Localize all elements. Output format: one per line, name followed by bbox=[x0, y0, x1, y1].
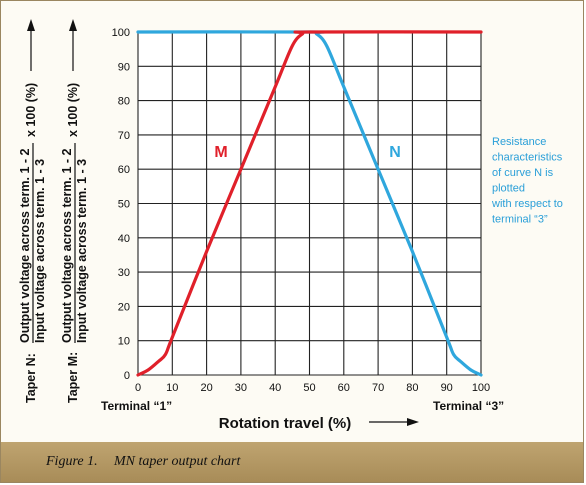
mn-taper-chart: 0 10 20 30 40 50 60 70 80 90 100 0 10 20 30 40 50 60 70 80 9… bbox=[18, 19, 563, 432]
annotation-line: Resistance bbox=[492, 136, 546, 148]
y-label-arrow-head-n bbox=[27, 19, 35, 31]
x-tick-label: 90 bbox=[441, 382, 453, 394]
x-tick-label: 70 bbox=[372, 382, 384, 394]
y-tick-label: 90 bbox=[118, 61, 130, 73]
y-label-denominator-n: Input voltage across term. 1 - 3 bbox=[33, 159, 47, 343]
y-tick-label: 50 bbox=[118, 199, 130, 211]
annotation-line: terminal “3” bbox=[492, 214, 548, 226]
series-line-m bbox=[136, 30, 483, 377]
caption-label: Figure 1. bbox=[46, 454, 98, 469]
x-tick-label: 50 bbox=[303, 382, 315, 394]
y-label-numerator-n: Output voltage across term. 1 - 2 bbox=[18, 148, 32, 343]
series-label-n: N bbox=[389, 144, 401, 161]
y-tick-label: 100 bbox=[112, 27, 130, 39]
y-tick-label: 40 bbox=[118, 233, 130, 245]
y-label-denominator-m: Input voltage across term. 1 - 3 bbox=[75, 159, 89, 343]
y-tick-label: 70 bbox=[118, 130, 130, 142]
x-tick-label: 10 bbox=[166, 382, 178, 394]
annotation-line: with respect to bbox=[491, 198, 563, 210]
y-tick-label: 60 bbox=[118, 164, 130, 176]
x-tick-label: 30 bbox=[235, 382, 247, 394]
x-tick-label: 100 bbox=[472, 382, 490, 394]
annotation-line: plotted bbox=[492, 183, 525, 195]
y-tick-label: 30 bbox=[118, 267, 130, 279]
y-tick-label: 20 bbox=[118, 301, 130, 313]
x-axis-label: Rotation travel (%) bbox=[219, 415, 352, 432]
y-axis-label-n: Taper N: Output voltage across term. 1 - … bbox=[18, 19, 47, 403]
x-tick-label: 60 bbox=[338, 382, 350, 394]
y-label-multiplier-n: x 100 (%) bbox=[24, 83, 38, 137]
annotation-line: of curve N is bbox=[492, 167, 554, 179]
y-tick-label: 80 bbox=[118, 96, 130, 108]
caption-bar: Figure 1. MN taper output chart bbox=[1, 442, 583, 482]
x-tick-label: 40 bbox=[269, 382, 281, 394]
x-axis-arrow-head bbox=[407, 418, 419, 426]
y-label-multiplier-m: x 100 (%) bbox=[66, 83, 80, 137]
y-label-prefix-m: Taper M: bbox=[66, 352, 80, 403]
terminal-right-label: Terminal “3” bbox=[433, 399, 504, 413]
y-tick-label: 0 bbox=[124, 370, 130, 382]
y-label-prefix-n: Taper N: bbox=[24, 353, 38, 403]
x-tick-label: 0 bbox=[135, 382, 141, 394]
x-tick-label: 20 bbox=[200, 382, 212, 394]
x-tick-label: 80 bbox=[406, 382, 418, 394]
y-axis-label-m: Taper M: Output voltage across term. 1 - … bbox=[60, 19, 89, 403]
y-label-arrow-head-m bbox=[69, 19, 77, 31]
caption-text: MN taper output chart bbox=[114, 454, 241, 469]
series-label-m: M bbox=[214, 144, 227, 161]
terminal-left-label: Terminal “1” bbox=[101, 399, 172, 413]
y-tick-label: 10 bbox=[118, 336, 130, 348]
y-label-numerator-m: Output voltage across term. 1 - 2 bbox=[60, 148, 74, 343]
annotation-line: characteristics bbox=[492, 152, 563, 164]
